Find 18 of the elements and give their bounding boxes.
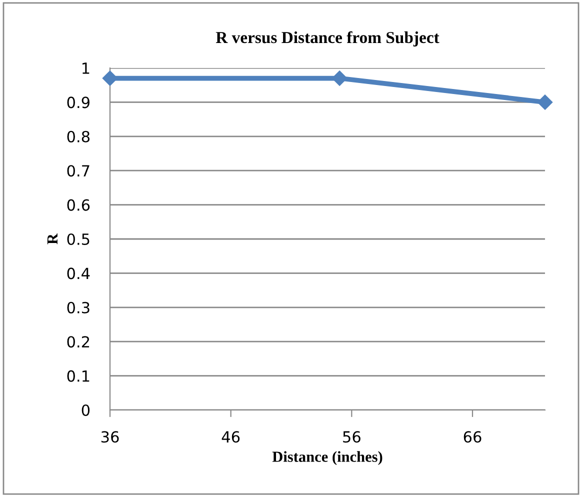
y-tick-label: 0 — [82, 404, 90, 416]
y-tick-label: 0.4 — [67, 268, 90, 280]
y-tick-label: 0.1 — [67, 370, 90, 382]
y-tick-label: 0.2 — [67, 336, 90, 348]
x-tick-label: 36 — [101, 431, 119, 443]
y-tick-label: 0.5 — [67, 233, 90, 246]
y-tick-label: 0.3 — [67, 302, 90, 314]
y-tick-label: 0.8 — [67, 130, 90, 142]
y-tick-label: 0.6 — [67, 199, 90, 211]
chart-title: R versus Distance from Subject — [216, 31, 440, 47]
x-tick-label: 56 — [343, 431, 360, 443]
y-tick-label: 0.9 — [67, 96, 90, 108]
x-tick-label: 46 — [222, 431, 240, 443]
y-tick-label: 1 — [82, 62, 90, 74]
x-tick-label: 66 — [464, 431, 482, 443]
x-axis-title: Distance (inches) — [272, 451, 382, 466]
y-axis-title: R — [47, 233, 58, 244]
y-tick-label: 0.7 — [67, 165, 90, 177]
